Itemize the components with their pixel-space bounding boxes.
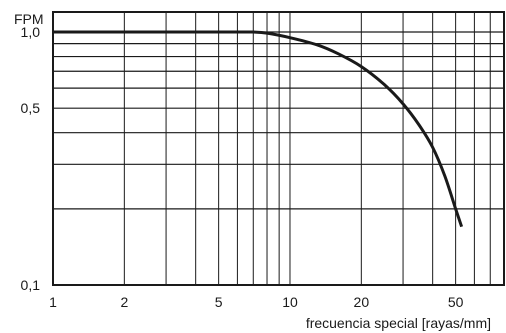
y-axis-title: FPM xyxy=(14,11,44,27)
x-axis-title: frecuencia special [rayas/mm] xyxy=(306,315,491,331)
fpm-curve xyxy=(53,30,464,228)
x-tick-label: 50 xyxy=(448,294,464,310)
x-tick-label: 5 xyxy=(215,294,223,310)
labels: 1 2 5 10 20 50 1,0 0,5 0,1 xyxy=(21,24,464,310)
x-tick-label: 10 xyxy=(282,294,298,310)
series-layer xyxy=(53,30,464,228)
y-tick-label: 0,1 xyxy=(21,277,41,293)
x-tick-label: 1 xyxy=(49,294,57,310)
y-tick-label: 0,5 xyxy=(21,100,41,116)
grid xyxy=(52,12,505,285)
y-tick-label: 1,0 xyxy=(21,24,41,40)
x-tick-label: 2 xyxy=(120,294,128,310)
x-tick-label: 20 xyxy=(354,294,370,310)
plot-frame xyxy=(52,11,505,286)
